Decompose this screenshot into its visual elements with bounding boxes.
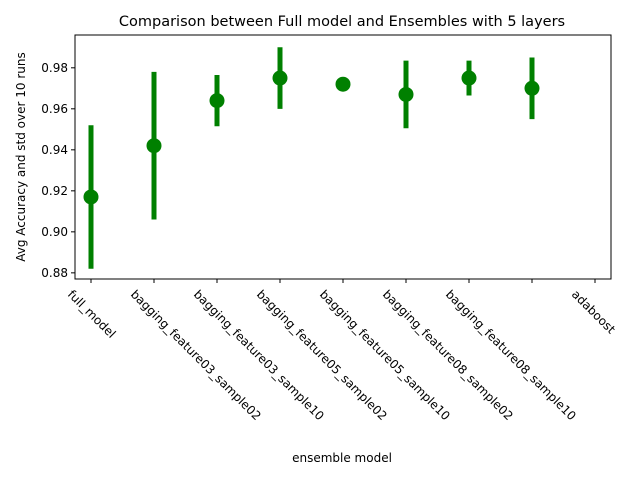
x-axis: full_model bagging_feature03_sample02bagg… [65,279,618,423]
plot-area [74,34,612,280]
x-tick-label: bagging_feature03_sample10 [191,287,327,423]
data-point [461,70,477,86]
data-point [83,189,99,205]
data-point [209,93,225,109]
x-tick-label: bagging_feature08_sample10 [443,287,579,423]
x-tick-label: bagging_feature05_sample10 [317,287,453,423]
data-point [146,138,162,154]
x-tick-label: bagging_feature08_sample02 [380,287,516,423]
y-tick-label: 0.90 [41,225,68,239]
x-tick-label: full_model [65,287,119,341]
x-tick-label: bagging_feature03_sample02 [128,287,264,423]
data-point [335,76,351,92]
y-tick-label: 0.98 [41,61,68,75]
y-tick-label: 0.92 [41,184,68,198]
x-axis-label: ensemble model [292,451,392,465]
data-point [398,86,414,102]
y-axis-label: Avg Accuracy and std over 10 runs [14,52,28,261]
data-point [272,70,288,86]
chart-title: Comparison between Full model and Ensemb… [119,14,565,30]
x-tick-label: bagging_feature05_sample02 [254,287,390,423]
y-tick-label: 0.96 [41,102,68,116]
y-tick-label: 0.88 [41,266,68,280]
y-tick-label: 0.94 [41,143,68,157]
data-point [524,80,540,96]
x-tick-label: adaboost [569,287,618,336]
y-axis: 0.88 0.90 0.92 0.94 0.96 0.98 [41,61,75,280]
